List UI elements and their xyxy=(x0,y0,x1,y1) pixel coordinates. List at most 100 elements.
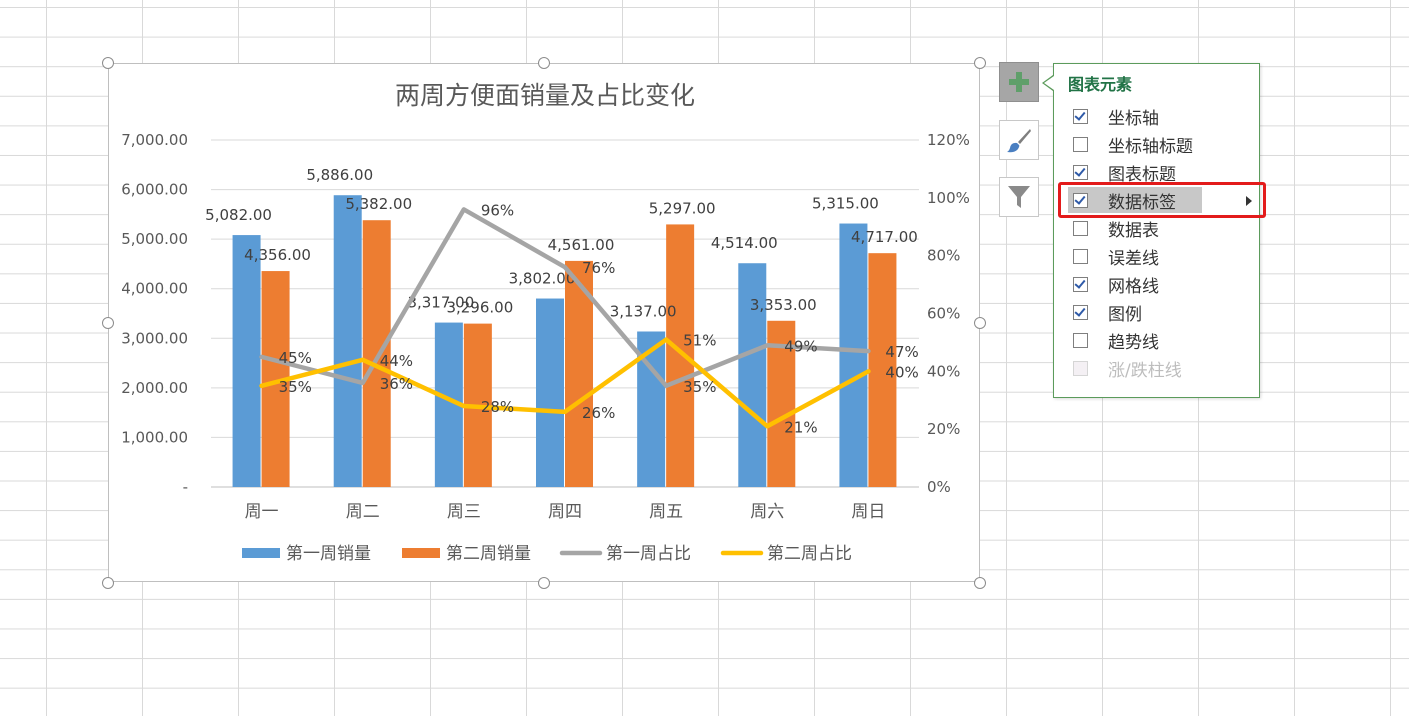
bar-2 xyxy=(362,220,391,487)
resize-handle-top-right[interactable] xyxy=(974,57,986,69)
line-data-label: 45% xyxy=(279,349,312,367)
line-series-2 xyxy=(259,337,871,429)
check-icon xyxy=(1074,276,1086,289)
bar-2 xyxy=(868,253,897,487)
chart-filters-button[interactable] xyxy=(999,177,1039,217)
line-data-label: 28% xyxy=(481,398,514,416)
legend-label: 第二周销量 xyxy=(446,544,531,564)
chart-area[interactable]: 两周方便面销量及占比变化 - 1,000.00 2,000.00 3,000.00 4,0… xyxy=(108,63,980,582)
combo-chart: 两周方便面销量及占比变化 - 1,000.00 2,000.00 3,000.00 4,0… xyxy=(121,81,970,564)
y-left-tick-label: 7,000.00 xyxy=(121,131,188,149)
chart-styles-button[interactable] xyxy=(999,120,1039,160)
x-tick-label: 周四 xyxy=(548,502,582,522)
bar-data-label: 4,561.00 xyxy=(548,236,615,254)
resize-handle-left[interactable] xyxy=(102,317,114,329)
bar-data-label: 3,802.00 xyxy=(509,270,576,288)
highlight-box xyxy=(1058,182,1266,218)
bar-data-label: 5,886.00 xyxy=(306,166,373,184)
legend-label: 第一周销量 xyxy=(286,544,371,564)
bar-1 xyxy=(333,195,362,487)
resize-handle-top[interactable] xyxy=(538,57,550,69)
bar-2 xyxy=(565,260,593,487)
resize-handle-bottom[interactable] xyxy=(538,577,550,589)
check-icon xyxy=(1074,108,1086,121)
x-tick-label: 周六 xyxy=(750,502,784,522)
panel-item-label: 坐标轴标题 xyxy=(1108,136,1193,157)
bar-data-label: 4,717.00 xyxy=(851,228,918,246)
bar-data-label: 5,382.00 xyxy=(345,195,412,213)
checkbox-trendline[interactable] xyxy=(1073,332,1088,348)
legend-label: 第一周占比 xyxy=(606,544,691,564)
x-tick-label: 周一 xyxy=(245,502,279,522)
panel-item-axes[interactable]: 坐标轴 xyxy=(1068,103,1254,129)
line-data-label: 49% xyxy=(784,337,817,355)
x-tick-label: 周三 xyxy=(447,502,481,522)
panel-item-error-bars[interactable]: 误差线 xyxy=(1068,243,1254,269)
bar-1 xyxy=(536,298,564,487)
panel-item-chart-title[interactable]: 图表标题 xyxy=(1068,159,1254,185)
chart-elements-button[interactable] xyxy=(999,62,1039,102)
panel-item-axis-titles[interactable]: 坐标轴标题 xyxy=(1068,131,1254,157)
chevron-right-icon[interactable] xyxy=(1246,196,1252,206)
y-right-tick-label: 120% xyxy=(927,131,970,149)
line-data-label: 76% xyxy=(582,259,615,277)
resize-handle-bottom-right[interactable] xyxy=(974,577,986,589)
line-data-label: 40% xyxy=(885,363,918,381)
panel-item-label: 数据表 xyxy=(1108,220,1159,241)
bar-1 xyxy=(839,223,868,487)
legend-label: 第二周占比 xyxy=(767,544,852,564)
panel-item-data-table[interactable]: 数据表 xyxy=(1068,215,1254,241)
line-data-label: 47% xyxy=(885,343,918,361)
y-right-tick-label: 80% xyxy=(927,247,960,265)
panel-item-label: 网格线 xyxy=(1108,276,1159,297)
filter-icon xyxy=(1008,186,1030,208)
y-right-tick-label: 40% xyxy=(927,362,960,380)
checkbox-axes[interactable] xyxy=(1073,108,1088,124)
line-data-label: 36% xyxy=(380,375,413,393)
panel-item-up-down-bars: 涨/跌柱线 xyxy=(1068,355,1254,381)
bar-data-label: 3,296.00 xyxy=(446,299,513,317)
paintbrush-icon xyxy=(1007,129,1031,153)
y-left-tick-label: 3,000.00 xyxy=(121,329,188,347)
bar-data-label: 5,082.00 xyxy=(205,206,272,224)
line-data-label: 96% xyxy=(481,201,514,219)
line-data-label: 21% xyxy=(784,418,817,436)
panel-item-label: 趋势线 xyxy=(1108,332,1159,353)
resize-handle-bottom-left[interactable] xyxy=(102,577,114,589)
x-tick-label: 周五 xyxy=(649,502,683,522)
panel-item-label: 图例 xyxy=(1108,304,1142,325)
checkbox-gridlines[interactable] xyxy=(1073,276,1088,292)
x-tick-label: 周日 xyxy=(851,502,885,522)
line-data-label: 44% xyxy=(380,352,413,370)
checkbox-error-bars[interactable] xyxy=(1073,248,1088,264)
checkbox-axis-titles[interactable] xyxy=(1073,136,1088,152)
chart-elements-panel: 图表元素 坐标轴 坐标轴标题 图表标题 数据标签 数据表 误差线 网格线 图例 趋势线 涨/跌柱线 xyxy=(1053,63,1260,398)
check-icon xyxy=(1074,304,1086,317)
bar-2 xyxy=(666,224,695,487)
checkbox-chart-title[interactable] xyxy=(1073,164,1088,180)
y-left-tick-label: 6,000.00 xyxy=(121,181,188,199)
line-data-label: 26% xyxy=(582,404,615,422)
panel-item-label: 涨/跌柱线 xyxy=(1108,360,1182,381)
panel-item-legend[interactable]: 图例 xyxy=(1068,299,1254,325)
bar-1 xyxy=(232,235,261,487)
bar-1 xyxy=(738,263,767,487)
checkbox-legend[interactable] xyxy=(1073,304,1088,320)
resize-handle-right[interactable] xyxy=(974,317,986,329)
y-right-tick-label: 20% xyxy=(927,420,960,438)
bar-data-label: 3,353.00 xyxy=(750,296,817,314)
y-left-tick-label: 1,000.00 xyxy=(121,428,188,446)
legend-swatch xyxy=(242,548,280,558)
y-left-tick-label: 5,000.00 xyxy=(121,230,188,248)
resize-handle-top-left[interactable] xyxy=(102,57,114,69)
checkbox-data-table[interactable] xyxy=(1073,220,1088,236)
line-series-1 xyxy=(259,207,871,389)
y-left-tick-label: 2,000.00 xyxy=(121,379,188,397)
panel-item-gridlines[interactable]: 网格线 xyxy=(1068,271,1254,297)
panel-item-trendline[interactable]: 趋势线 xyxy=(1068,327,1254,353)
bar-data-label: 5,297.00 xyxy=(649,199,716,217)
panel-item-label: 误差线 xyxy=(1108,248,1159,269)
bar-data-label: 5,315.00 xyxy=(812,195,879,213)
panel-item-data-labels[interactable]: 数据标签 xyxy=(1068,187,1252,213)
checkbox-data-labels[interactable] xyxy=(1073,192,1088,208)
